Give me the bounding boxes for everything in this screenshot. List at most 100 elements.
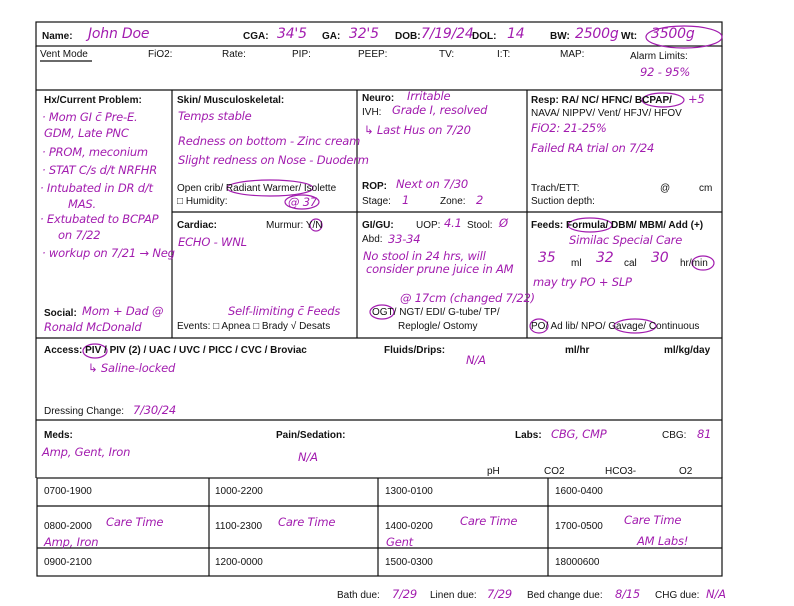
value: FiO2: 21-25%	[531, 121, 607, 135]
label: Meds:	[44, 430, 73, 441]
note: · PROM, meconium	[42, 145, 148, 159]
label: MAP:	[560, 49, 585, 60]
label: FiO2:	[148, 49, 173, 60]
value: 14	[507, 26, 525, 42]
value: Amp, Gent, Iron	[42, 445, 131, 459]
time: 1400-0200	[385, 521, 433, 532]
label: pH	[487, 466, 500, 477]
value: 7/19/24	[421, 26, 474, 42]
note: · Mom GI c̄ Pre-E.	[42, 110, 138, 124]
value: N/A	[298, 450, 318, 464]
note: Temps stable	[178, 109, 252, 123]
label: Pain/Sedation:	[276, 430, 346, 441]
label: Suction depth:	[531, 196, 595, 207]
label: □ Humidity:	[177, 196, 228, 207]
label: Fluids/Drips:	[384, 345, 446, 356]
label: Trach/ETT:	[531, 183, 580, 194]
note: Mom + Dad @	[82, 304, 164, 318]
note: Amp, Iron	[44, 535, 99, 549]
note: Ronald McDonald	[44, 320, 142, 334]
option-list: NAVA/ NIPPV/ Vent/ HFJV/ HFOV	[531, 108, 682, 119]
note: MAS.	[68, 197, 96, 211]
time: 0800-2000	[44, 521, 92, 532]
note: ↳ Saline-locked	[88, 361, 176, 375]
value: 4.1	[444, 216, 462, 230]
label: GA:	[322, 31, 341, 42]
label: DOB:	[395, 31, 421, 42]
value: 32	[596, 250, 614, 266]
value: 33-34	[388, 232, 421, 246]
option-list: Resp: RA/ NC/ HFNC/ BCPAP/	[531, 95, 672, 106]
circle-mark	[641, 92, 685, 108]
time: 1100-2300	[215, 521, 263, 532]
label: Murmur: Y/N	[266, 220, 323, 231]
label: Social:	[44, 308, 77, 319]
value: 8/15	[615, 587, 641, 601]
option-list: Events: □ Apnea □ Brady √ Desats	[177, 321, 331, 332]
note: @ 17cm (changed 7/22)	[400, 291, 535, 305]
label: I:T:	[497, 49, 511, 60]
option-list: Replogle/ Ostomy	[398, 321, 478, 332]
value: 3500g	[651, 26, 695, 42]
label: CHG due:	[655, 590, 700, 601]
note: Care Time	[106, 515, 164, 529]
circle-mark	[309, 218, 323, 232]
time: 1500-0300	[385, 557, 433, 568]
note: AM Labs!	[637, 534, 689, 548]
label: CO2	[544, 466, 565, 477]
label: Bed change due:	[527, 590, 603, 601]
note: GDM, Late PNC	[44, 126, 129, 140]
label: Wt:	[621, 31, 638, 42]
value: 81	[697, 427, 712, 441]
note: · Intubated in DR d/t	[40, 181, 153, 195]
value: CBG, CMP	[551, 427, 607, 441]
label: Skin/ Musculoskeletal:	[177, 95, 285, 106]
value: @ 37	[288, 195, 317, 209]
time: 1600-0400	[555, 486, 603, 497]
circle-mark	[82, 343, 108, 359]
label: HCO3-	[605, 466, 637, 477]
label: DOL:	[472, 31, 497, 42]
circle-mark	[567, 217, 613, 233]
circle-mark	[369, 304, 395, 320]
label: Vent Mode	[40, 49, 88, 60]
schedule-box	[36, 477, 723, 577]
note: Care Time	[460, 514, 518, 528]
label: BW:	[550, 31, 570, 42]
value: Irritable	[407, 89, 451, 103]
label: UOP:	[416, 220, 441, 231]
time: 18000600	[555, 557, 600, 568]
option-list: Open crib/ Radiant Warmer/ Isolette	[177, 183, 337, 194]
note: Self-limiting c̄ Feeds	[228, 304, 341, 318]
value: John Doe	[88, 26, 150, 42]
label: hr/min	[680, 258, 708, 269]
circle-mark	[645, 25, 723, 49]
option-list: OGT/ NGT/ EDI/ G-tube/ TP/	[372, 307, 500, 318]
value: 35	[538, 250, 556, 266]
label: Hx/Current Problem:	[44, 95, 142, 106]
label: GI/GU:	[362, 220, 394, 231]
note: Redness on bottom - Zinc cream	[178, 134, 361, 148]
note: Failed RA trial on 7/24	[531, 141, 655, 155]
label: Alarm Limits:	[630, 51, 688, 62]
label: Cardiac:	[177, 220, 218, 231]
label: IVH:	[362, 107, 382, 118]
note: ECHO - WNL	[178, 235, 247, 249]
note: Care Time	[278, 515, 336, 529]
note: on 7/22	[58, 228, 101, 242]
value: 1	[402, 193, 410, 207]
option-list: Feeds: Formula/ DBM/ MBM/ Add (+)	[531, 220, 704, 231]
option-list: PO/ Ad lib/ NPO/ Gavage/ Continuous	[531, 321, 700, 332]
label: ml	[571, 258, 582, 269]
label: @	[660, 183, 671, 194]
label: Neuro:	[362, 93, 395, 104]
label: cal	[624, 258, 637, 269]
value: 7/30/24	[133, 403, 176, 417]
label: O2	[679, 466, 693, 477]
circle-mark	[226, 179, 314, 197]
label: Dressing Change:	[44, 406, 125, 417]
note: ↳ Last Hus on 7/20	[364, 123, 471, 137]
circle-mark	[691, 255, 715, 271]
label: CGA:	[243, 31, 269, 42]
